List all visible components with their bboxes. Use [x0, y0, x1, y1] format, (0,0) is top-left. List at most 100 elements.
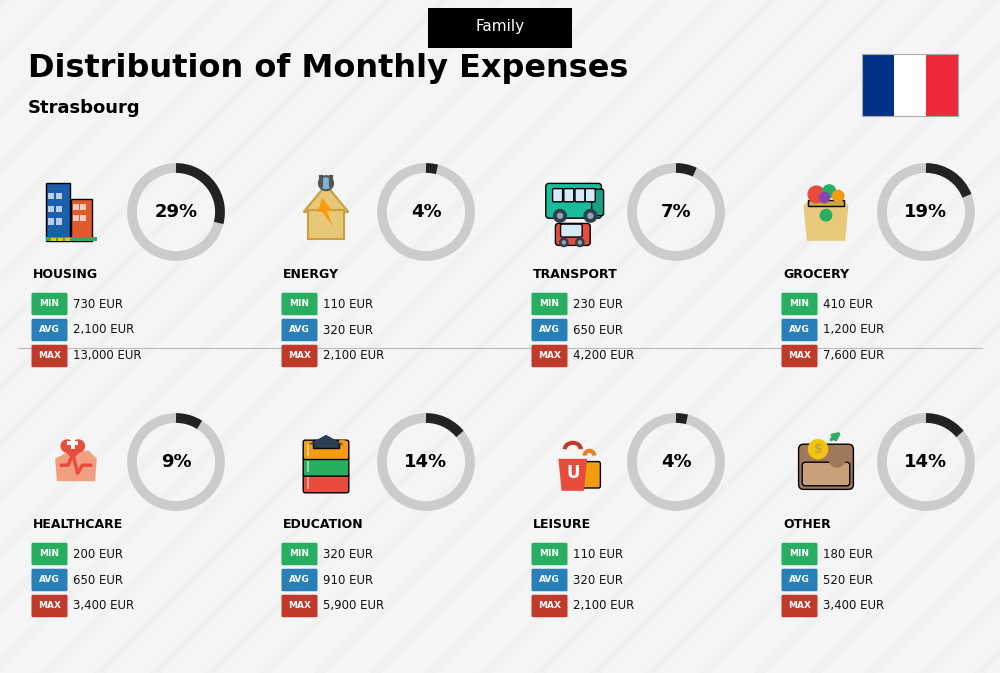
Text: 410 EUR: 410 EUR	[823, 297, 873, 310]
FancyBboxPatch shape	[532, 569, 568, 592]
Text: 200 EUR: 200 EUR	[73, 548, 123, 561]
FancyBboxPatch shape	[782, 319, 817, 341]
Polygon shape	[318, 198, 333, 226]
Circle shape	[820, 209, 832, 221]
Text: $: $	[814, 443, 822, 456]
Circle shape	[575, 238, 585, 247]
Text: EDUCATION: EDUCATION	[283, 518, 364, 530]
Circle shape	[583, 209, 597, 223]
Bar	[48, 205, 54, 212]
Text: 14%: 14%	[904, 453, 948, 471]
Bar	[307, 461, 309, 472]
Circle shape	[60, 439, 74, 453]
Bar	[71, 438, 75, 450]
Polygon shape	[804, 201, 848, 241]
FancyBboxPatch shape	[532, 319, 568, 341]
Text: MIN: MIN	[290, 549, 310, 559]
Text: 320 EUR: 320 EUR	[323, 548, 373, 561]
Text: AVG: AVG	[289, 575, 310, 584]
Text: AVG: AVG	[789, 575, 810, 584]
Bar	[308, 211, 344, 239]
Text: 4%: 4%	[661, 453, 691, 471]
Text: 3,400 EUR: 3,400 EUR	[823, 600, 884, 612]
Bar	[51, 238, 56, 242]
Text: MIN: MIN	[540, 299, 560, 308]
FancyBboxPatch shape	[303, 457, 349, 476]
Bar	[80, 204, 86, 210]
Text: 650 EUR: 650 EUR	[573, 324, 623, 336]
Text: 14%: 14%	[404, 453, 448, 471]
Text: 19%: 19%	[904, 203, 948, 221]
FancyBboxPatch shape	[799, 444, 853, 489]
Text: GROCERY: GROCERY	[783, 267, 849, 281]
FancyBboxPatch shape	[32, 595, 68, 617]
Text: TRANSPORT: TRANSPORT	[533, 267, 618, 281]
FancyBboxPatch shape	[282, 595, 318, 617]
Bar	[926, 54, 958, 116]
Bar	[56, 192, 62, 199]
FancyBboxPatch shape	[782, 293, 817, 315]
FancyBboxPatch shape	[782, 569, 817, 592]
Text: 4%: 4%	[411, 203, 441, 221]
Text: AVG: AVG	[539, 326, 560, 334]
Text: 2,100 EUR: 2,100 EUR	[323, 349, 384, 363]
FancyBboxPatch shape	[782, 542, 817, 565]
FancyBboxPatch shape	[579, 462, 600, 488]
Circle shape	[342, 451, 346, 455]
FancyBboxPatch shape	[282, 293, 318, 315]
Text: 320 EUR: 320 EUR	[323, 324, 373, 336]
Text: MAX: MAX	[38, 351, 61, 361]
Text: MIN: MIN	[40, 549, 60, 559]
Text: 910 EUR: 910 EUR	[323, 573, 373, 586]
FancyBboxPatch shape	[282, 319, 318, 341]
Circle shape	[808, 439, 828, 460]
FancyBboxPatch shape	[32, 293, 68, 315]
Text: 2,100 EUR: 2,100 EUR	[573, 600, 634, 612]
Circle shape	[559, 238, 569, 247]
Text: 7,600 EUR: 7,600 EUR	[823, 349, 884, 363]
FancyBboxPatch shape	[561, 224, 582, 237]
Text: MAX: MAX	[288, 602, 311, 610]
FancyBboxPatch shape	[532, 595, 568, 617]
FancyBboxPatch shape	[313, 439, 339, 448]
FancyBboxPatch shape	[532, 293, 568, 315]
FancyBboxPatch shape	[532, 542, 568, 565]
Circle shape	[562, 240, 566, 245]
Text: AVG: AVG	[289, 326, 310, 334]
FancyBboxPatch shape	[282, 542, 318, 565]
Circle shape	[822, 184, 836, 199]
FancyBboxPatch shape	[808, 200, 844, 205]
Bar	[862, 54, 894, 116]
Text: Distribution of Monthly Expenses: Distribution of Monthly Expenses	[28, 52, 628, 83]
Circle shape	[807, 186, 825, 203]
Bar	[73, 204, 79, 210]
Text: 4,200 EUR: 4,200 EUR	[573, 349, 634, 363]
Text: OTHER: OTHER	[783, 518, 831, 530]
Text: 730 EUR: 730 EUR	[73, 297, 123, 310]
Bar	[56, 219, 62, 225]
Text: Strasbourg: Strasbourg	[28, 99, 141, 117]
FancyBboxPatch shape	[532, 345, 568, 367]
FancyBboxPatch shape	[555, 223, 590, 246]
FancyBboxPatch shape	[592, 189, 604, 215]
Text: 1,200 EUR: 1,200 EUR	[823, 324, 884, 336]
Text: 2,100 EUR: 2,100 EUR	[73, 324, 134, 336]
Polygon shape	[60, 446, 85, 460]
Text: MIN: MIN	[290, 299, 310, 308]
Polygon shape	[55, 451, 97, 481]
FancyBboxPatch shape	[553, 188, 563, 202]
Text: 29%: 29%	[154, 203, 198, 221]
Circle shape	[553, 209, 567, 223]
Text: Family: Family	[475, 18, 525, 34]
Text: 230 EUR: 230 EUR	[573, 297, 623, 310]
Text: 650 EUR: 650 EUR	[73, 573, 123, 586]
Bar	[46, 237, 97, 241]
Circle shape	[578, 240, 582, 245]
FancyBboxPatch shape	[32, 569, 68, 592]
FancyBboxPatch shape	[802, 462, 850, 486]
Bar	[48, 192, 54, 199]
FancyBboxPatch shape	[32, 542, 68, 565]
Bar	[65, 238, 70, 242]
Circle shape	[557, 213, 563, 219]
Circle shape	[72, 439, 85, 453]
